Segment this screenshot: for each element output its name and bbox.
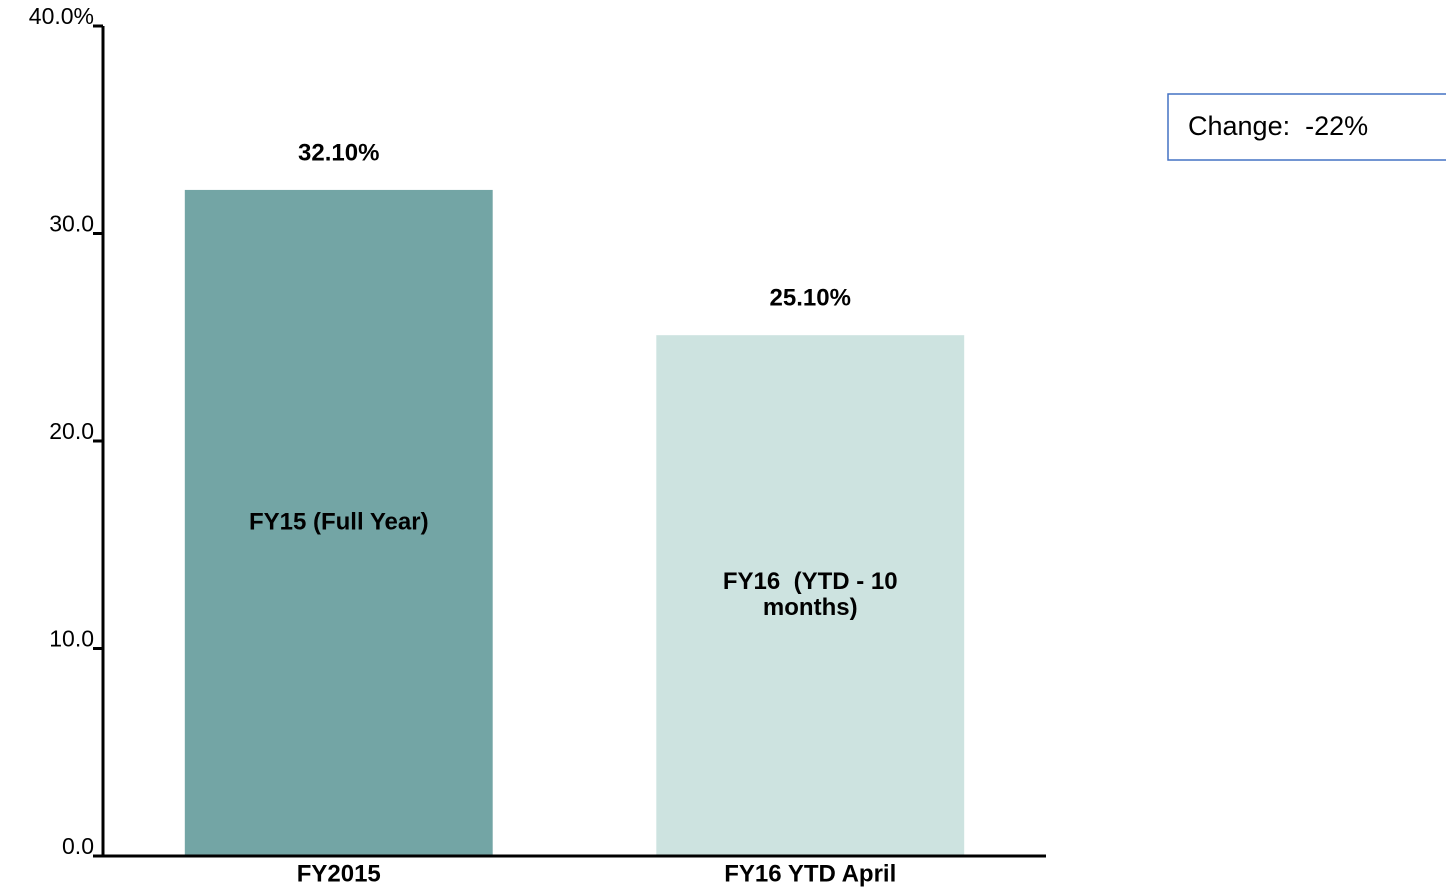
y-tick-label: 20.0	[49, 418, 94, 444]
y-tick-label: 30.0	[49, 211, 94, 237]
bar-label: FY16 (YTD - 10	[723, 568, 898, 595]
bar-label: FY15 (Full Year)	[249, 508, 429, 535]
y-tick-label: 0.0	[62, 833, 94, 859]
y-tick-label: 40.0%	[29, 3, 94, 29]
annotation-box	[1167, 93, 1446, 161]
bar-label: months)	[763, 594, 858, 621]
x-tick-label: FY16 YTD April	[724, 860, 896, 887]
value-label: 32.10%	[298, 139, 379, 166]
bar	[656, 335, 965, 856]
bar	[184, 189, 493, 857]
annotation: Change: -22%	[1188, 111, 1368, 141]
x-tick-label: FY2015	[297, 860, 381, 887]
y-tick-label: 10.0	[49, 626, 94, 652]
value-label: 25.10%	[770, 285, 851, 312]
